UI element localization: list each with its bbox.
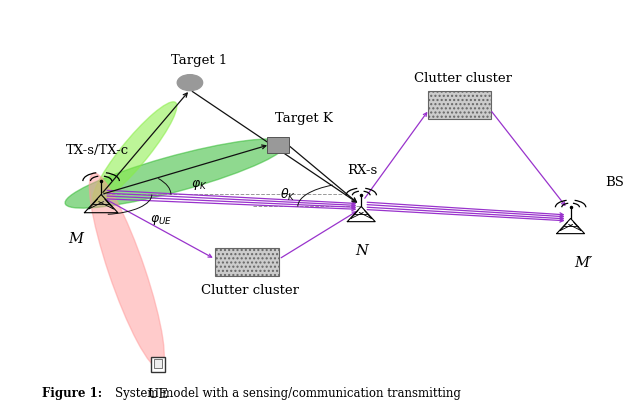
Text: BS: BS [605,175,625,188]
Bar [428,91,492,118]
Bar [268,137,289,153]
Text: System model with a sensing/communication transmitting: System model with a sensing/communicatio… [115,387,461,400]
Ellipse shape [93,102,177,202]
Text: M: M [68,232,83,247]
Bar [154,359,163,368]
Text: TX-s/TX-c: TX-s/TX-c [66,144,129,157]
Text: $\theta_K$: $\theta_K$ [280,186,296,203]
Ellipse shape [90,173,164,369]
Text: M′: M′ [574,256,593,270]
Bar [151,357,165,372]
Text: $\varphi_K$: $\varphi_K$ [191,177,208,192]
Bar [215,248,279,276]
Ellipse shape [65,139,286,208]
Text: Target K: Target K [275,112,333,125]
Text: Target 1: Target 1 [172,55,228,68]
Text: Clutter cluster: Clutter cluster [413,72,512,85]
Text: Clutter cluster: Clutter cluster [201,284,300,297]
Text: $\varphi_{UE}$: $\varphi_{UE}$ [150,213,172,228]
Circle shape [177,74,203,91]
Text: N: N [355,245,367,258]
Text: Figure 1:: Figure 1: [42,387,102,400]
Text: UE: UE [148,388,169,401]
Text: RX-s: RX-s [348,164,378,177]
